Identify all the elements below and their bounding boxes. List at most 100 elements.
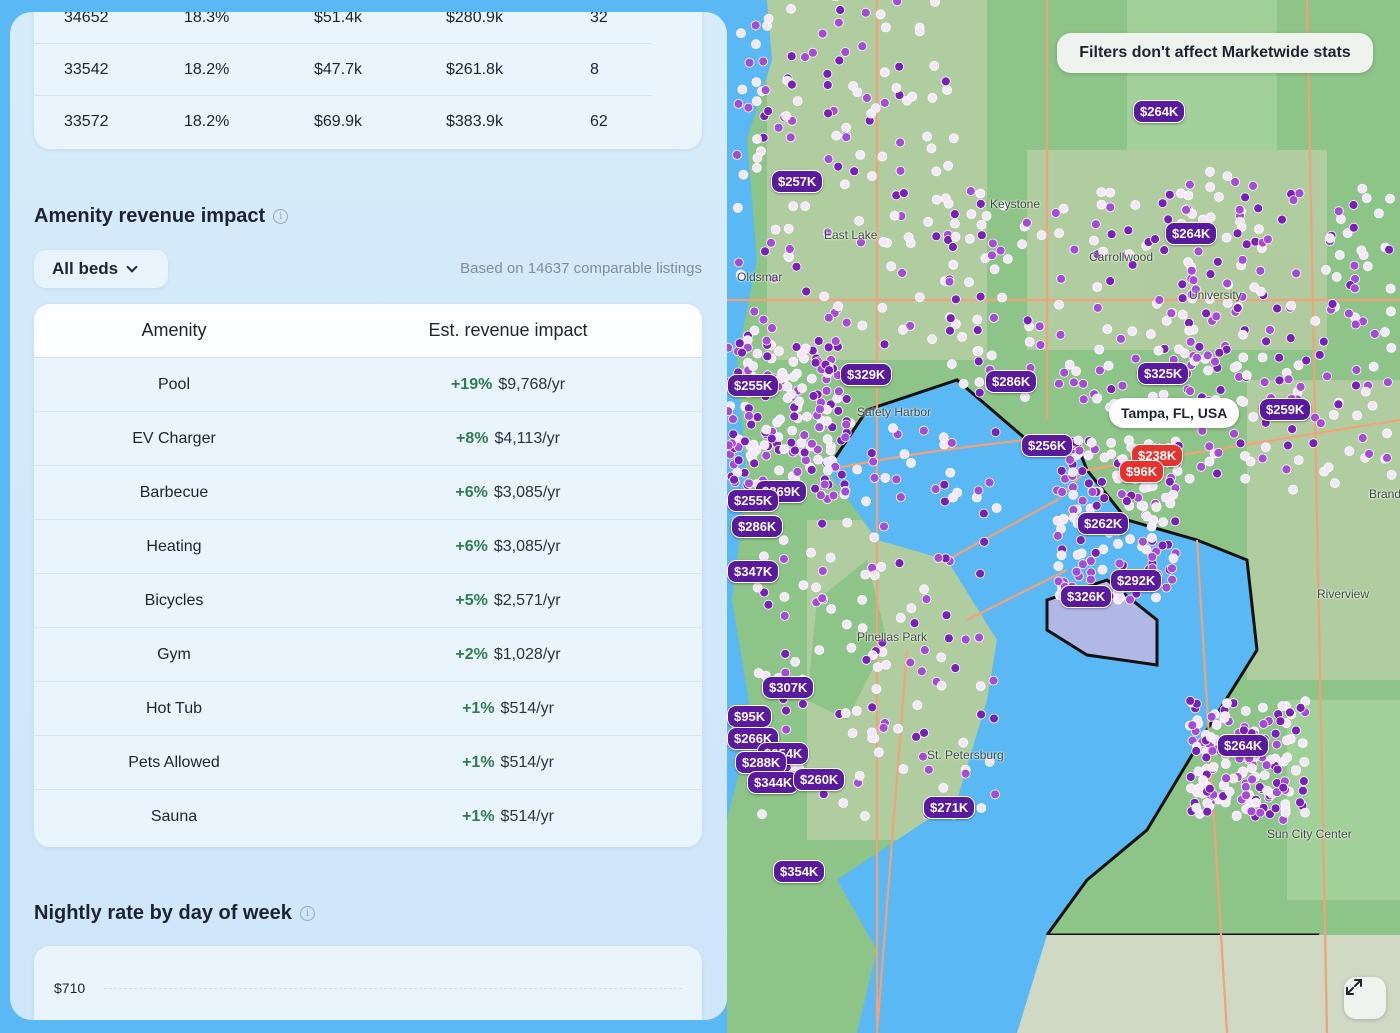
- expand-map-button[interactable]: [1344, 977, 1386, 1019]
- listing-dot[interactable]: [1036, 230, 1047, 241]
- listing-dot[interactable]: [1322, 371, 1332, 382]
- listing-dot[interactable]: [984, 477, 995, 488]
- listing-dot[interactable]: [1263, 234, 1273, 245]
- listing-dot[interactable]: [1145, 329, 1156, 340]
- listing-dot[interactable]: [785, 132, 796, 143]
- listing-dot[interactable]: [945, 325, 955, 336]
- listing-dot[interactable]: [1130, 200, 1141, 210]
- listing-dot[interactable]: [944, 276, 955, 287]
- listing-dot[interactable]: [1328, 409, 1339, 420]
- listing-dot[interactable]: [990, 789, 1001, 800]
- listing-dot[interactable]: [979, 537, 990, 547]
- listing-dot[interactable]: [1283, 440, 1293, 451]
- listing-dot[interactable]: [1248, 180, 1258, 191]
- listing-dot[interactable]: [860, 7, 871, 18]
- listing-dot[interactable]: [750, 20, 761, 31]
- amenity-row[interactable]: Bicycles +5% $2,571/yr: [34, 574, 702, 628]
- amenity-row[interactable]: Gym +2% $1,028/yr: [34, 628, 702, 682]
- listing-dot[interactable]: [897, 268, 908, 278]
- listing-dot[interactable]: [972, 325, 983, 336]
- listing-dot[interactable]: [880, 472, 891, 483]
- listing-dot[interactable]: [1293, 360, 1304, 371]
- listing-dot[interactable]: [1342, 228, 1353, 239]
- listing-dot[interactable]: [1035, 340, 1046, 350]
- listing-dot[interactable]: [1115, 592, 1126, 603]
- listing-dot[interactable]: [1211, 720, 1222, 730]
- listing-dot[interactable]: [1348, 200, 1359, 210]
- listing-dot[interactable]: [1078, 378, 1089, 389]
- listing-dot[interactable]: [1159, 245, 1170, 256]
- listing-dot[interactable]: [945, 467, 956, 478]
- listing-dot[interactable]: [1072, 550, 1083, 560]
- listing-dot[interactable]: [823, 108, 833, 119]
- listing-dot[interactable]: [1205, 269, 1216, 280]
- listing-dot[interactable]: [1153, 345, 1164, 356]
- listing-dot[interactable]: [989, 264, 1000, 275]
- listing-dot[interactable]: [990, 427, 1001, 438]
- listing-dot[interactable]: [1052, 530, 1063, 541]
- listing-dot[interactable]: [824, 365, 834, 376]
- listing-dot[interactable]: [995, 245, 1006, 256]
- listing-dot[interactable]: [991, 503, 1002, 513]
- listing-dot[interactable]: [1067, 467, 1078, 478]
- listing-dot[interactable]: [1054, 228, 1065, 239]
- listing-dot[interactable]: [1090, 548, 1101, 558]
- listing-dot[interactable]: [1087, 487, 1098, 497]
- listing-dot[interactable]: [1098, 246, 1109, 257]
- listing-dot[interactable]: [1368, 361, 1379, 372]
- listing-dot[interactable]: [949, 209, 960, 220]
- listing-dot[interactable]: [758, 314, 769, 325]
- listing-dot[interactable]: [802, 411, 812, 422]
- listing-dot[interactable]: [861, 655, 872, 665]
- listing-dot[interactable]: [1298, 785, 1308, 796]
- listing-dot[interactable]: [761, 450, 772, 461]
- listing-dot[interactable]: [798, 699, 808, 709]
- listing-dot[interactable]: [779, 554, 789, 564]
- listing-dot[interactable]: [1277, 701, 1288, 711]
- listing-dot[interactable]: [1141, 511, 1152, 522]
- listing-dot[interactable]: [815, 490, 826, 501]
- listing-dot[interactable]: [938, 432, 949, 443]
- listing-dot[interactable]: [732, 149, 742, 160]
- listing-dot[interactable]: [1222, 298, 1233, 308]
- listing-dot[interactable]: [1172, 466, 1183, 476]
- listing-dot[interactable]: [787, 79, 797, 90]
- listing-dot[interactable]: [1222, 278, 1233, 289]
- listing-dot[interactable]: [868, 456, 879, 467]
- listing-dot[interactable]: [841, 619, 852, 630]
- listing-dot[interactable]: [1137, 536, 1148, 547]
- listing-dot[interactable]: [1213, 191, 1224, 202]
- listing-dot[interactable]: [929, 60, 940, 71]
- listing-dot[interactable]: [737, 347, 747, 358]
- listing-dot[interactable]: [906, 457, 916, 468]
- listing-dot[interactable]: [894, 558, 905, 568]
- listing-dot[interactable]: [840, 432, 851, 443]
- listing-dot[interactable]: [1161, 315, 1172, 326]
- listing-dot[interactable]: [860, 569, 871, 580]
- listing-dot[interactable]: [1057, 487, 1068, 497]
- listing-dot[interactable]: [788, 372, 799, 382]
- listing-dot[interactable]: [1185, 336, 1196, 347]
- listing-dot[interactable]: [936, 652, 947, 663]
- listing-dot[interactable]: [1299, 757, 1310, 767]
- listing-price-marker[interactable]: $288K: [735, 751, 788, 774]
- listing-dot[interactable]: [1301, 355, 1312, 366]
- listing-dot[interactable]: [767, 323, 777, 334]
- listing-dot[interactable]: [833, 161, 844, 172]
- listing-dot[interactable]: [1294, 188, 1305, 199]
- listing-dot[interactable]: [894, 61, 905, 72]
- listing-dot[interactable]: [1157, 198, 1168, 209]
- listing-dot[interactable]: [728, 429, 739, 440]
- listing-dot[interactable]: [907, 91, 918, 102]
- listing-dot[interactable]: [1262, 785, 1273, 796]
- listing-dot[interactable]: [1116, 489, 1127, 500]
- listing-dot[interactable]: [849, 166, 860, 177]
- listing-price-marker[interactable]: $256K: [1021, 434, 1074, 457]
- listing-dot[interactable]: [975, 198, 986, 209]
- listing-dot[interactable]: [966, 209, 977, 220]
- listing-dot[interactable]: [1349, 260, 1360, 271]
- listing-dot[interactable]: [866, 448, 877, 459]
- listing-dot[interactable]: [1113, 538, 1123, 549]
- listing-dot[interactable]: [757, 809, 767, 820]
- listing-dot[interactable]: [817, 518, 827, 529]
